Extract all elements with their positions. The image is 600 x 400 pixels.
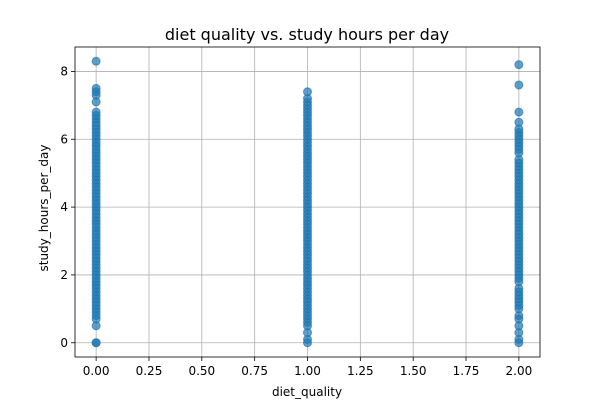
x-tick-label: 0.25 [136,364,163,378]
x-tick-label: 0.75 [241,364,268,378]
x-tick-label: 1.50 [400,364,427,378]
y-axis-ticks: 0 2 4 6 8 [60,64,75,350]
x-axis-label: diet_quality [272,385,342,399]
data-points [91,56,524,348]
x-tick-label: 2.00 [506,364,533,378]
x-tick-label: 0.50 [188,364,215,378]
y-tick-label: 4 [60,200,68,214]
data-point [91,56,101,66]
y-tick-label: 6 [60,132,68,146]
chart-title: diet quality vs. study hours per day [165,25,449,44]
data-point [514,107,524,117]
data-point [514,117,524,127]
data-point [514,60,524,70]
y-axis-label: study_hours_per_day [37,144,51,271]
y-tick-label: 8 [60,64,68,78]
data-point [91,338,101,348]
x-axis-ticks: 0.00 0.25 0.50 0.75 1.00 1.25 1.50 1.75 2.00 [83,357,532,378]
y-tick-label: 2 [60,268,68,282]
data-point [303,87,312,97]
data-point [91,83,101,93]
x-tick-label: 1.25 [347,364,374,378]
data-point [514,80,524,90]
y-tick-label: 0 [60,336,68,350]
data-point [91,107,101,117]
x-tick-label: 1.75 [453,364,480,378]
x-tick-label: 1.00 [294,364,321,378]
x-tick-label: 0.00 [83,364,110,378]
